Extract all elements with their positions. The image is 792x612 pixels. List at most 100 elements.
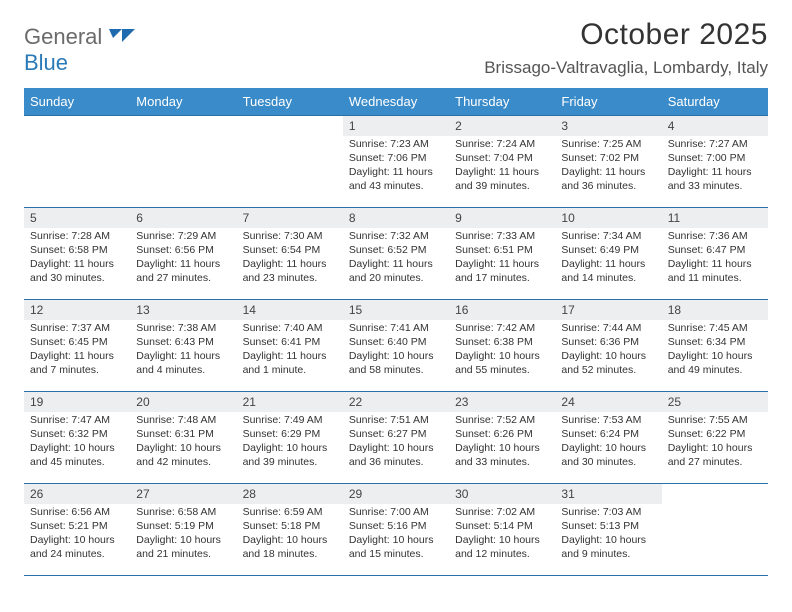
sunset-text: Sunset: 6:56 PM	[136, 244, 230, 257]
calendar-cell: 19Sunrise: 7:47 AMSunset: 6:32 PMDayligh…	[24, 392, 130, 484]
logo-text: General Blue	[24, 24, 135, 76]
daylight-text-1: Daylight: 11 hours	[30, 350, 124, 363]
day-body: Sunrise: 7:30 AMSunset: 6:54 PMDaylight:…	[237, 230, 343, 291]
day-body: Sunrise: 7:45 AMSunset: 6:34 PMDaylight:…	[662, 322, 768, 383]
calendar-cell	[662, 484, 768, 576]
day-number: 10	[555, 208, 661, 228]
daylight-text-1: Daylight: 11 hours	[243, 350, 337, 363]
day-number: 28	[237, 484, 343, 504]
day-number: 15	[343, 300, 449, 320]
sunset-text: Sunset: 6:49 PM	[561, 244, 655, 257]
sunrise-text: Sunrise: 7:48 AM	[136, 414, 230, 427]
weekday-header: Thursday	[449, 88, 555, 116]
weekday-header: Wednesday	[343, 88, 449, 116]
daylight-text-2: and 43 minutes.	[349, 180, 443, 193]
day-number: 2	[449, 116, 555, 136]
sunrise-text: Sunrise: 7:44 AM	[561, 322, 655, 335]
calendar-cell	[24, 116, 130, 208]
calendar-week-row: 19Sunrise: 7:47 AMSunset: 6:32 PMDayligh…	[24, 392, 768, 484]
daylight-text-1: Daylight: 10 hours	[668, 350, 762, 363]
page-title: October 2025	[484, 18, 768, 52]
sunrise-text: Sunrise: 7:41 AM	[349, 322, 443, 335]
day-body: Sunrise: 7:27 AMSunset: 7:00 PMDaylight:…	[662, 138, 768, 199]
calendar-cell: 2Sunrise: 7:24 AMSunset: 7:04 PMDaylight…	[449, 116, 555, 208]
daylight-text-2: and 17 minutes.	[455, 272, 549, 285]
sunrise-text: Sunrise: 7:47 AM	[30, 414, 124, 427]
daylight-text-1: Daylight: 11 hours	[136, 350, 230, 363]
daylight-text-1: Daylight: 11 hours	[455, 258, 549, 271]
sunrise-text: Sunrise: 7:33 AM	[455, 230, 549, 243]
sunrise-text: Sunrise: 7:28 AM	[30, 230, 124, 243]
sunset-text: Sunset: 5:16 PM	[349, 520, 443, 533]
day-number: 8	[343, 208, 449, 228]
daylight-text-1: Daylight: 11 hours	[136, 258, 230, 271]
day-body: Sunrise: 7:49 AMSunset: 6:29 PMDaylight:…	[237, 414, 343, 475]
location-subtitle: Brissago-Valtravaglia, Lombardy, Italy	[484, 58, 768, 78]
calendar-cell: 30Sunrise: 7:02 AMSunset: 5:14 PMDayligh…	[449, 484, 555, 576]
sunset-text: Sunset: 5:19 PM	[136, 520, 230, 533]
sunset-text: Sunset: 6:32 PM	[30, 428, 124, 441]
calendar-cell: 17Sunrise: 7:44 AMSunset: 6:36 PMDayligh…	[555, 300, 661, 392]
day-number: 30	[449, 484, 555, 504]
calendar-cell: 23Sunrise: 7:52 AMSunset: 6:26 PMDayligh…	[449, 392, 555, 484]
day-number: 5	[24, 208, 130, 228]
daylight-text-1: Daylight: 11 hours	[349, 166, 443, 179]
daylight-text-2: and 39 minutes.	[243, 456, 337, 469]
day-number: 17	[555, 300, 661, 320]
day-body: Sunrise: 7:55 AMSunset: 6:22 PMDaylight:…	[662, 414, 768, 475]
sunrise-text: Sunrise: 7:03 AM	[561, 506, 655, 519]
logo-word-blue: Blue	[24, 50, 68, 75]
sunrise-text: Sunrise: 7:32 AM	[349, 230, 443, 243]
calendar-cell: 18Sunrise: 7:45 AMSunset: 6:34 PMDayligh…	[662, 300, 768, 392]
sunset-text: Sunset: 6:45 PM	[30, 336, 124, 349]
weekday-header: Saturday	[662, 88, 768, 116]
sunset-text: Sunset: 6:41 PM	[243, 336, 337, 349]
sunrise-text: Sunrise: 7:24 AM	[455, 138, 549, 151]
daylight-text-2: and 49 minutes.	[668, 364, 762, 377]
sunrise-text: Sunrise: 7:53 AM	[561, 414, 655, 427]
day-body: Sunrise: 7:03 AMSunset: 5:13 PMDaylight:…	[555, 506, 661, 567]
day-number: 7	[237, 208, 343, 228]
daylight-text-2: and 7 minutes.	[30, 364, 124, 377]
weekday-header: Sunday	[24, 88, 130, 116]
header: General Blue October 2025 Brissago-Valtr…	[24, 18, 768, 78]
daylight-text-1: Daylight: 11 hours	[668, 166, 762, 179]
calendar-table: Sunday Monday Tuesday Wednesday Thursday…	[24, 88, 768, 576]
sunrise-text: Sunrise: 7:34 AM	[561, 230, 655, 243]
day-body: Sunrise: 7:52 AMSunset: 6:26 PMDaylight:…	[449, 414, 555, 475]
day-body: Sunrise: 7:41 AMSunset: 6:40 PMDaylight:…	[343, 322, 449, 383]
daylight-text-2: and 39 minutes.	[455, 180, 549, 193]
daylight-text-1: Daylight: 10 hours	[30, 534, 124, 547]
daylight-text-1: Daylight: 11 hours	[668, 258, 762, 271]
daylight-text-1: Daylight: 10 hours	[455, 534, 549, 547]
day-body: Sunrise: 7:00 AMSunset: 5:16 PMDaylight:…	[343, 506, 449, 567]
daylight-text-1: Daylight: 10 hours	[455, 350, 549, 363]
sunset-text: Sunset: 6:29 PM	[243, 428, 337, 441]
daylight-text-2: and 23 minutes.	[243, 272, 337, 285]
sunset-text: Sunset: 7:04 PM	[455, 152, 549, 165]
calendar-cell: 29Sunrise: 7:00 AMSunset: 5:16 PMDayligh…	[343, 484, 449, 576]
daylight-text-2: and 9 minutes.	[561, 548, 655, 561]
sunset-text: Sunset: 7:00 PM	[668, 152, 762, 165]
daylight-text-2: and 21 minutes.	[136, 548, 230, 561]
sunset-text: Sunset: 6:51 PM	[455, 244, 549, 257]
daylight-text-2: and 36 minutes.	[349, 456, 443, 469]
day-number: 20	[130, 392, 236, 412]
day-number: 24	[555, 392, 661, 412]
day-body: Sunrise: 7:36 AMSunset: 6:47 PMDaylight:…	[662, 230, 768, 291]
daylight-text-2: and 20 minutes.	[349, 272, 443, 285]
day-body: Sunrise: 7:32 AMSunset: 6:52 PMDaylight:…	[343, 230, 449, 291]
sunrise-text: Sunrise: 7:55 AM	[668, 414, 762, 427]
calendar-cell: 14Sunrise: 7:40 AMSunset: 6:41 PMDayligh…	[237, 300, 343, 392]
sunrise-text: Sunrise: 7:25 AM	[561, 138, 655, 151]
daylight-text-2: and 4 minutes.	[136, 364, 230, 377]
day-body: Sunrise: 7:44 AMSunset: 6:36 PMDaylight:…	[555, 322, 661, 383]
daylight-text-2: and 15 minutes.	[349, 548, 443, 561]
day-number: 13	[130, 300, 236, 320]
day-body: Sunrise: 7:51 AMSunset: 6:27 PMDaylight:…	[343, 414, 449, 475]
day-number: 23	[449, 392, 555, 412]
day-body: Sunrise: 7:42 AMSunset: 6:38 PMDaylight:…	[449, 322, 555, 383]
day-number: 3	[555, 116, 661, 136]
day-body: Sunrise: 7:37 AMSunset: 6:45 PMDaylight:…	[24, 322, 130, 383]
day-number: 25	[662, 392, 768, 412]
